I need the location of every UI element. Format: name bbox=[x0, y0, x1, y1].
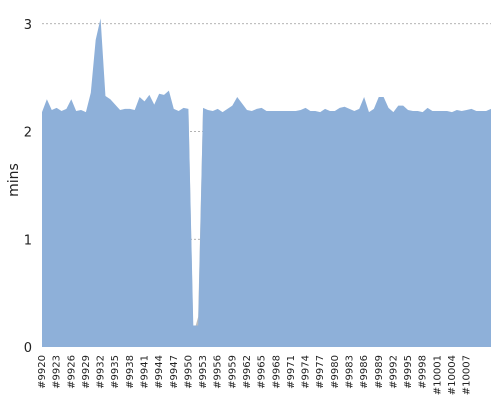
x-tick-label: #9953 bbox=[198, 355, 209, 389]
x-tick-label: #9938 bbox=[125, 355, 136, 389]
x-tick-label: #9944 bbox=[154, 355, 165, 389]
x-tick-label: #9947 bbox=[169, 355, 180, 389]
x-tick-label: #9983 bbox=[344, 355, 355, 389]
x-tick-label: #9995 bbox=[403, 355, 414, 389]
x-tick-label: #9941 bbox=[139, 355, 150, 389]
x-tick-label: #9989 bbox=[374, 355, 385, 389]
y-tick-label: 2 bbox=[24, 126, 32, 141]
x-tick-label: #9935 bbox=[110, 355, 121, 389]
x-axis-ticks: #9920 #9923 #9926 #9929 #9932 #9935 #9938 #9941… bbox=[37, 355, 473, 395]
x-tick-label: #9959 bbox=[227, 355, 238, 389]
x-tick-label: #9977 bbox=[315, 355, 326, 389]
x-tick-label: #9962 bbox=[242, 355, 253, 389]
x-tick-label: #9998 bbox=[418, 355, 429, 389]
y-axis-ticks: 0 1 2 3 bbox=[24, 18, 32, 356]
y-tick-label: 1 bbox=[24, 233, 32, 248]
y-tick-label: 0 bbox=[24, 341, 32, 356]
x-tick-label: #10004 bbox=[447, 355, 458, 395]
x-tick-label: #9956 bbox=[213, 355, 224, 389]
x-tick-label: #9974 bbox=[301, 355, 312, 389]
x-tick-label: #9971 bbox=[286, 355, 297, 389]
x-tick-label: #9923 bbox=[52, 355, 63, 389]
series-areas bbox=[42, 18, 491, 348]
x-tick-label: #9929 bbox=[81, 355, 92, 389]
x-tick-label: #9926 bbox=[66, 355, 77, 389]
x-tick-label: #9986 bbox=[359, 355, 370, 389]
x-tick-label: #9932 bbox=[96, 355, 107, 389]
x-tick-label: #9950 bbox=[183, 355, 194, 389]
x-tick-label: #9920 bbox=[37, 355, 48, 389]
x-tick-label: #10001 bbox=[432, 355, 443, 395]
y-tick-label: 3 bbox=[24, 18, 32, 33]
x-tick-label: #9992 bbox=[388, 355, 399, 389]
x-tick-label: #10007 bbox=[462, 355, 473, 395]
main-area-0 bbox=[42, 18, 491, 348]
x-tick-label: #9965 bbox=[257, 355, 268, 389]
x-tick-label: #9968 bbox=[271, 355, 282, 389]
y-axis-label: mins bbox=[6, 163, 22, 197]
x-tick-label: #9980 bbox=[330, 355, 341, 389]
